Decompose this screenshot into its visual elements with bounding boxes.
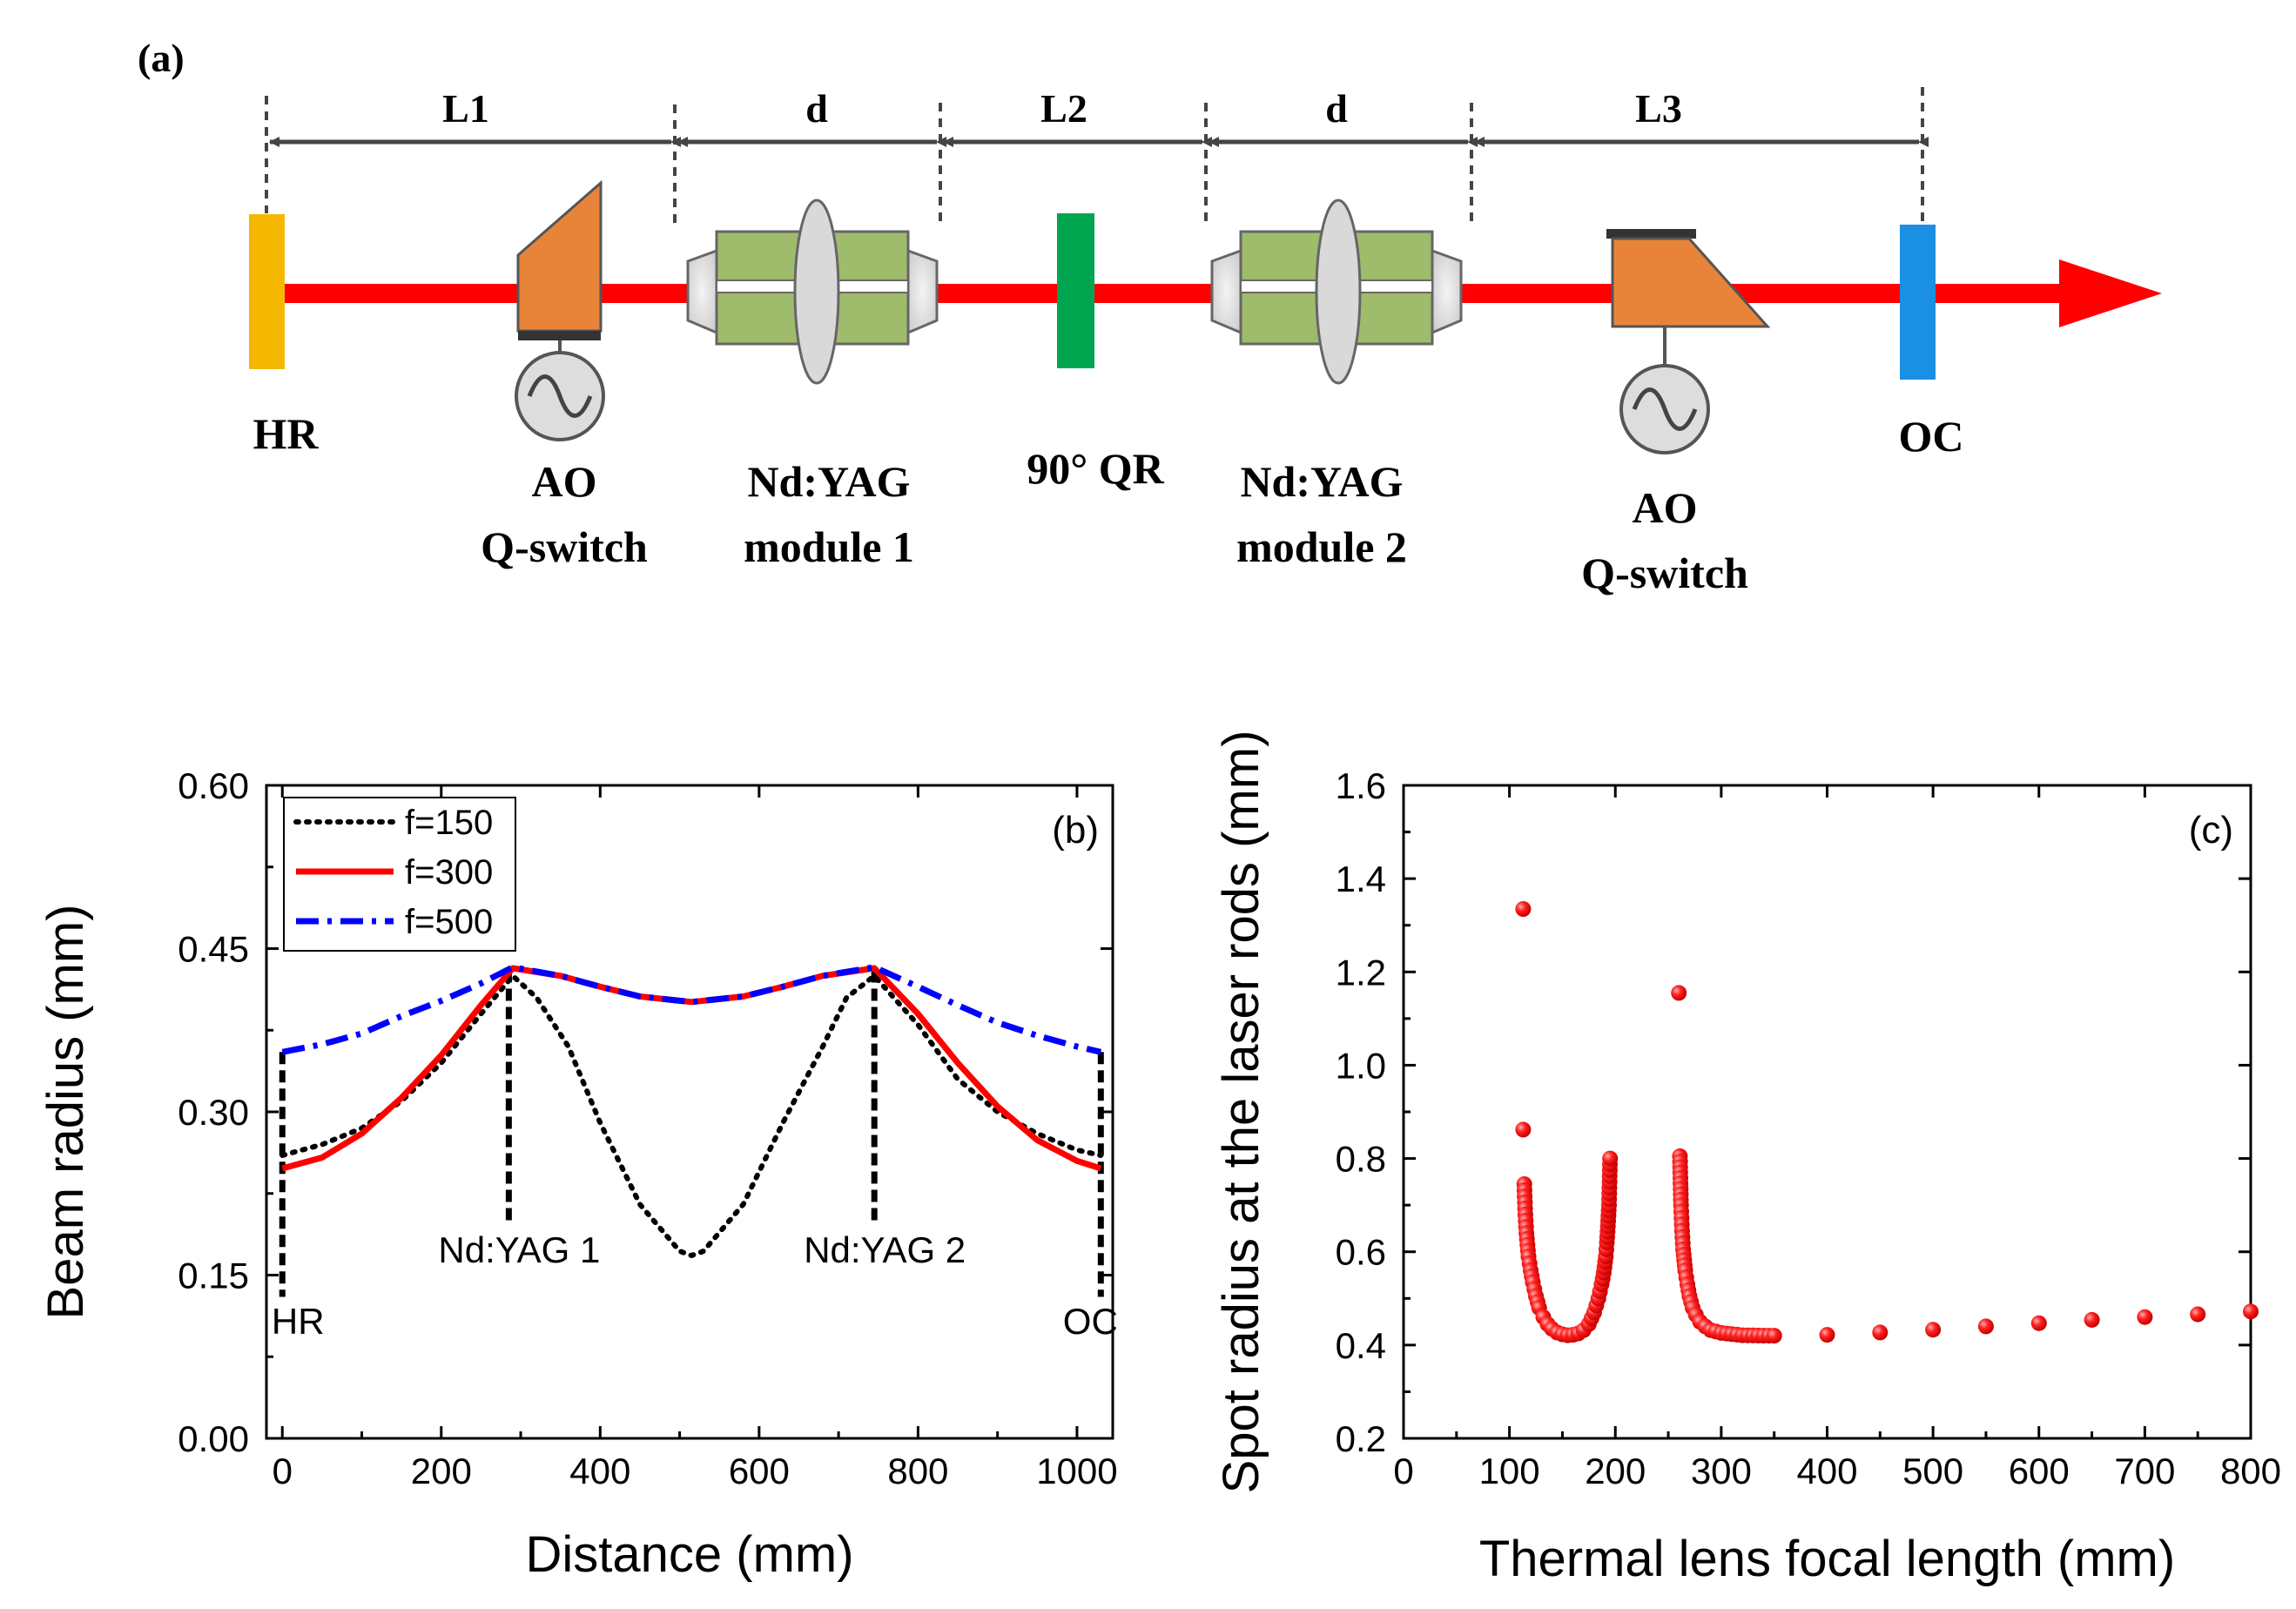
scatter-point	[1872, 1324, 1889, 1341]
scatter-point	[1602, 1150, 1619, 1167]
y-axis-label: Spot radius at the laser rods (mm)	[1213, 730, 1269, 1494]
aoqs1-label-line2: Q-switch	[481, 522, 648, 571]
scatter-point	[1515, 1121, 1532, 1138]
scatter-point	[2030, 1315, 2047, 1331]
span-label-d2: d	[1325, 86, 1348, 131]
legend-label: f=300	[405, 853, 493, 892]
mod2-label-line2: module 2	[1236, 522, 1407, 571]
position-marker-label: Nd:YAG 1	[438, 1229, 600, 1270]
y-tick-label: 0.00	[178, 1418, 249, 1459]
aoqs2-label-line2: Q-switch	[1581, 549, 1748, 597]
series-line-f-300	[281, 965, 1102, 1172]
y-tick-label: 0.15	[178, 1256, 249, 1296]
series-line-f-500	[281, 964, 1102, 1055]
qr-label: 90° QR	[1027, 444, 1164, 493]
span-label-l2: L2	[1040, 86, 1087, 131]
quartz-rotator	[1057, 213, 1094, 368]
oc-mirror	[1900, 225, 1936, 380]
scatter-point	[2243, 1303, 2259, 1320]
scatter-point	[1977, 1318, 1994, 1335]
span-label-l3: L3	[1635, 86, 1682, 131]
span-label-d1: d	[805, 86, 828, 131]
x-tick-label: 1000	[1036, 1451, 1117, 1491]
chart-spot-radius: 0 100 200 300 400 500 600 700 800 0.2 0.4 0.6 0.8 1.0…	[1213, 730, 2281, 1587]
scatter-point	[1766, 1328, 1782, 1344]
reference-dashed-lines	[265, 87, 1924, 228]
y-tick-label: 0.60	[178, 765, 249, 806]
nd-yag-module-2	[1210, 199, 1463, 385]
y-tick-label: 0.8	[1336, 1139, 1386, 1180]
legend-label: f=500	[405, 903, 493, 941]
chart-beam-radius: 0 200 400 600 800 1000 0.00 0.15 0.30 0.45 0.60 Dis…	[37, 765, 1118, 1583]
panel-c-label: (c)	[2189, 809, 2233, 852]
y-tick-label: 0.30	[178, 1092, 249, 1133]
x-tick-label: 500	[1902, 1451, 1963, 1491]
aoqs2-label-line1: AO	[1633, 483, 1698, 532]
position-marker-label: OC	[1063, 1301, 1118, 1342]
ao-q-switch-1	[515, 179, 605, 441]
oc-label: OC	[1899, 412, 1964, 461]
x-axis-label: Thermal lens focal length (mm)	[1479, 1531, 2175, 1587]
x-tick-label: 800	[887, 1451, 948, 1491]
x-tick-label: 600	[2009, 1451, 2070, 1491]
y-tick-label: 1.6	[1336, 765, 1386, 806]
panel-b-label: (b)	[1052, 809, 1099, 852]
beam-output-arrow	[2059, 259, 2162, 327]
y-tick-label: 0.4	[1336, 1325, 1386, 1366]
x-tick-label: 700	[2114, 1451, 2175, 1491]
mod1-label-line2: module 1	[744, 522, 914, 571]
scatter-point	[1515, 901, 1532, 917]
position-marker-label: Nd:YAG 2	[804, 1229, 966, 1270]
aoqs1-label-line1: AO	[532, 457, 597, 506]
series-line-f-150	[279, 973, 1104, 1258]
y-tick-label: 1.2	[1336, 952, 1386, 993]
mod2-label-line1: Nd:YAG	[1240, 457, 1403, 506]
x-tick-label: 100	[1479, 1451, 1540, 1491]
y-tick-label: 1.0	[1336, 1045, 1386, 1086]
scatter-point	[1819, 1327, 1835, 1343]
scatter-point	[2137, 1309, 2153, 1325]
x-tick-label: 400	[1796, 1451, 1857, 1491]
x-tick-label: 300	[1691, 1451, 1752, 1491]
span-label-l1: L1	[442, 86, 489, 131]
mod1-label-line1: Nd:YAG	[747, 457, 910, 506]
x-tick-label: 200	[1585, 1451, 1646, 1491]
ao-q-switch-2	[1606, 229, 1771, 454]
x-tick-label: 0	[273, 1451, 293, 1491]
x-tick-label: 0	[1393, 1451, 1413, 1491]
thermal-lens-icon	[1315, 199, 1362, 385]
scatter-points	[1515, 901, 2259, 1344]
y-tick-label: 1.4	[1336, 858, 1386, 899]
laser-cavity-diagram: (a) L1 d L2 d L3	[138, 36, 2162, 597]
legend-label: f=150	[405, 804, 493, 842]
legend: f=150 f=300 f=500	[283, 797, 516, 952]
scatter-point	[1671, 985, 1687, 1001]
nd-yag-module-1	[686, 199, 939, 385]
x-tick-label: 800	[2220, 1451, 2281, 1491]
y-tick-label: 0.6	[1336, 1232, 1386, 1273]
panel-a-label: (a)	[138, 36, 185, 80]
hr-label: HR	[253, 409, 320, 458]
x-axis-label: Distance (mm)	[525, 1526, 853, 1583]
position-marker-label: HR	[272, 1301, 325, 1342]
x-tick-label: 200	[411, 1451, 472, 1491]
scatter-point	[2084, 1311, 2100, 1328]
thermal-lens-icon	[793, 199, 840, 385]
scatter-point	[1925, 1322, 1942, 1338]
hr-mirror	[249, 214, 285, 369]
x-tick-label: 400	[569, 1451, 630, 1491]
x-tick-label: 600	[729, 1451, 790, 1491]
scatter-point	[2190, 1306, 2206, 1323]
y-tick-label: 0.2	[1336, 1418, 1386, 1459]
y-tick-label: 0.45	[178, 929, 249, 970]
y-axis-label: Beam radius (mm)	[37, 905, 94, 1320]
